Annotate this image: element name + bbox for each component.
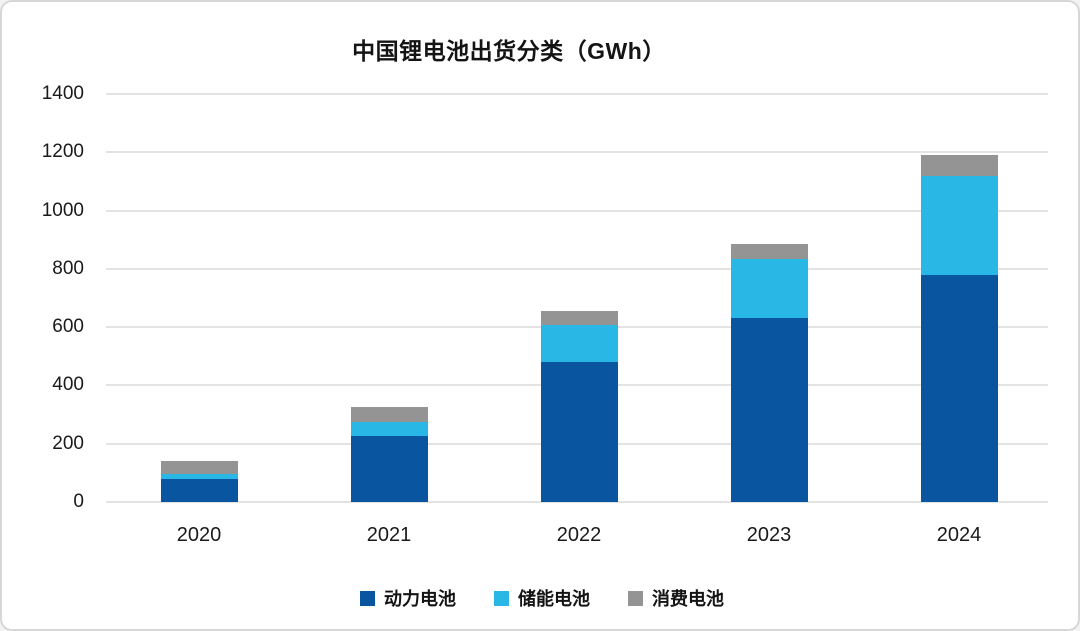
y-tick-label-1200: 1200 bbox=[41, 141, 84, 163]
y-tick-label-1400: 1400 bbox=[41, 83, 84, 104]
y-tick-label-400: 400 bbox=[52, 374, 84, 396]
gridline-800 bbox=[106, 267, 1048, 270]
legend-label-consumer-battery: 消费电池 bbox=[652, 589, 724, 609]
gridline-1400 bbox=[106, 93, 1048, 95]
bar-2022 bbox=[540, 311, 618, 502]
plot-area bbox=[106, 93, 1048, 503]
gridline-1000 bbox=[106, 209, 1048, 212]
legend-item-power-battery: 动力电池 bbox=[360, 585, 456, 611]
y-tick-label-0: 0 bbox=[73, 491, 84, 512]
legend-item-storage-battery: 储能电池 bbox=[494, 585, 590, 611]
y-tick-label-600: 600 bbox=[52, 316, 84, 338]
y-tick-label-1000: 1000 bbox=[41, 199, 84, 221]
bar-2023-storage-battery-segment bbox=[730, 259, 808, 319]
bar-2023 bbox=[730, 244, 808, 502]
bar-2024-consumer-battery-segment bbox=[920, 155, 998, 176]
bar-2022-storage-battery-segment bbox=[540, 324, 618, 363]
consumer-battery-swatch-icon bbox=[628, 590, 643, 606]
legend-label-power-battery: 动力电池 bbox=[384, 589, 456, 609]
gridline-1200 bbox=[106, 151, 1048, 154]
bar-2023-consumer-battery-segment bbox=[730, 244, 808, 260]
x-axis: 2020 2021 2022 2023 2024 bbox=[106, 524, 1048, 554]
bar-2020 bbox=[160, 460, 238, 502]
storage-battery-swatch-icon bbox=[494, 590, 509, 606]
chart-title: 中国锂电池出货分类（GWh） bbox=[352, 38, 666, 64]
x-tick-label-2021: 2021 bbox=[366, 524, 412, 546]
bar-2024-storage-battery-segment bbox=[920, 175, 998, 275]
bar-2021-storage-battery-segment bbox=[350, 422, 428, 437]
y-tick-label-200: 200 bbox=[52, 432, 84, 454]
y-axis: 0 200 400 600 800 1000 1200 1400 bbox=[2, 83, 84, 512]
gridline-0 bbox=[106, 501, 1048, 503]
y-tick-label-800: 800 bbox=[52, 257, 84, 279]
legend: 动力电池 储能电池 消费电池 bbox=[2, 585, 1078, 611]
bar-2020-consumer-battery-segment bbox=[160, 460, 238, 475]
bar-2021-consumer-battery-segment bbox=[350, 406, 428, 423]
legend-label-storage-battery: 储能电池 bbox=[518, 589, 590, 609]
bar-2022-power-battery-segment bbox=[540, 362, 618, 502]
bar-2021-power-battery-segment bbox=[350, 436, 428, 502]
bar-2020-storage-battery-segment bbox=[160, 474, 238, 479]
bar-2024-power-battery-segment bbox=[920, 274, 998, 502]
bar-2020-power-battery-segment bbox=[160, 478, 238, 502]
x-tick-label-2023: 2023 bbox=[746, 524, 792, 546]
x-tick-label-2020: 2020 bbox=[176, 524, 222, 546]
legend-item-consumer-battery: 消费电池 bbox=[628, 585, 724, 611]
bar-2023-power-battery-segment bbox=[730, 318, 808, 502]
bar-2024 bbox=[920, 155, 998, 502]
bar-2021 bbox=[350, 406, 428, 502]
power-battery-swatch-icon bbox=[360, 590, 375, 606]
bar-2022-consumer-battery-segment bbox=[540, 311, 618, 325]
x-tick-label-2024: 2024 bbox=[936, 524, 982, 546]
x-tick-label-2022: 2022 bbox=[556, 524, 602, 546]
